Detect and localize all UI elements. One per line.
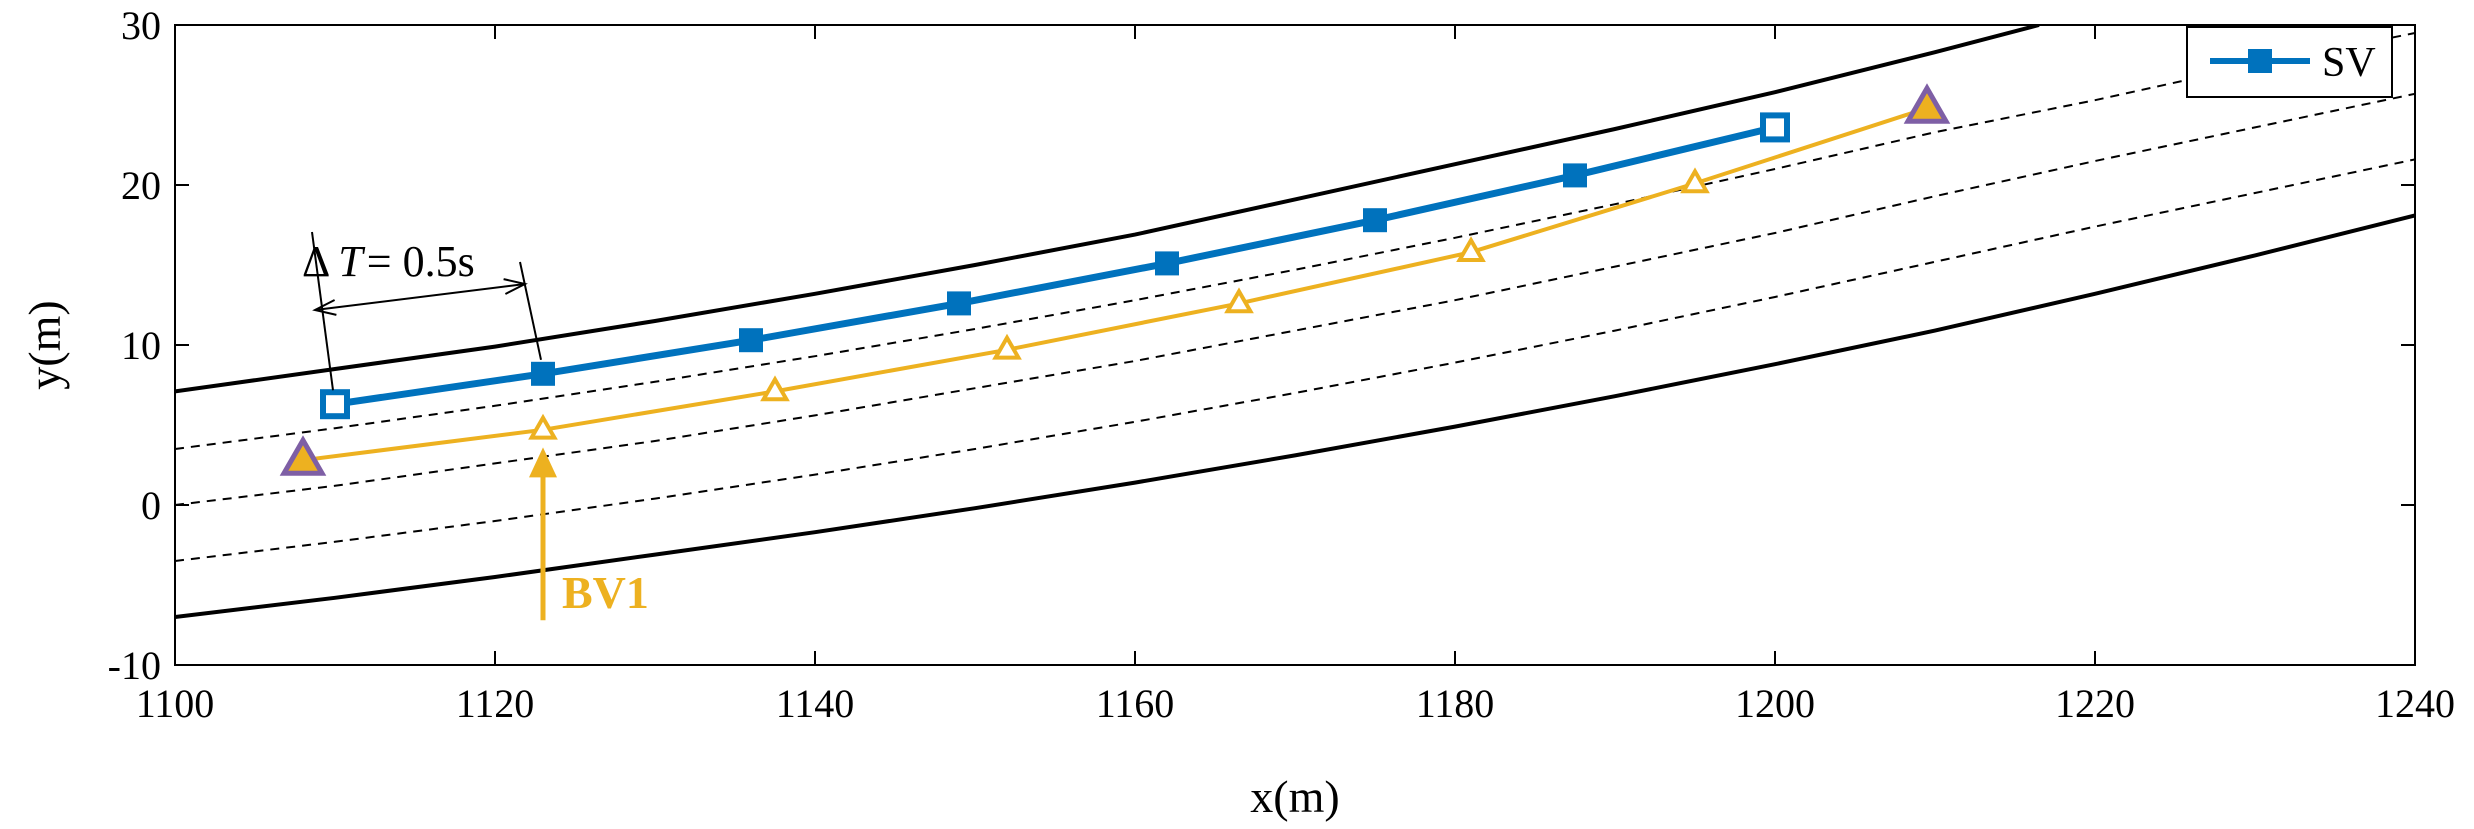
legend-sv-marker: [2248, 49, 2272, 73]
delta-t-dimension-line: [314, 283, 526, 311]
annotations: ΔT= 0.5s BV1: [302, 231, 649, 621]
x-tick-label: 1120: [456, 681, 535, 726]
y-tick-label: 20: [121, 163, 161, 208]
sv-trajectory-line: [334, 123, 1776, 408]
sv-point: [1363, 208, 1387, 233]
y-tick-label: 30: [121, 3, 161, 48]
sv-point: [739, 328, 763, 353]
trajectory-series: [279, 83, 1951, 476]
x-axis-label: x(m): [1250, 771, 1339, 822]
road-lines: [175, 25, 2415, 619]
delta-t-extension-right: [519, 261, 542, 361]
lane-line-1: [175, 32, 2415, 450]
road-boundary-lower: [175, 213, 2415, 619]
legend-sv-label: SV: [2322, 40, 2376, 86]
delta-t-symbol: T: [338, 237, 366, 286]
bv1-label: BV1: [562, 567, 649, 618]
delta-t-label: ΔT= 0.5s: [302, 237, 475, 286]
y-tick-label: 10: [121, 323, 161, 368]
bv1-point: [528, 413, 558, 440]
bv1-point: [1456, 236, 1486, 262]
x-tick-label: 1240: [2375, 681, 2455, 726]
sv-point: [1155, 251, 1179, 276]
bv1-point: [760, 375, 790, 402]
bv1-point: [1224, 287, 1254, 314]
x-tick-label: 1200: [1735, 681, 1815, 726]
sv-point: [947, 291, 971, 316]
x-tick-label: 1160: [1096, 681, 1175, 726]
delta-t-value: = 0.5s: [367, 237, 475, 286]
delta-t-arrowhead-right: [503, 278, 528, 295]
sv-endpoint-marker: [1760, 112, 1790, 143]
x-tick-label: 1220: [2055, 681, 2135, 726]
sv-endpoint-marker: [320, 389, 350, 420]
bv1-trajectory-line: [302, 106, 1928, 463]
sv-point: [531, 361, 555, 386]
x-tick-label: 1100: [136, 681, 215, 726]
lane-line-2: [175, 92, 2415, 506]
bv1-point: [992, 333, 1022, 360]
lane-line-3: [175, 158, 2415, 562]
x-tick-label: 1180: [1416, 681, 1495, 726]
bv1-endpoint-marker: [1903, 83, 1951, 124]
bv1-point: [1680, 167, 1710, 194]
legend: SV: [2186, 26, 2393, 98]
bv1-arrow-head: [529, 447, 557, 478]
delta-t-arrowhead-left: [312, 299, 337, 316]
sv-point: [1563, 163, 1587, 188]
road-boundary-upper: [175, 25, 2040, 394]
bv1-endpoint-marker: [279, 435, 327, 476]
axes: 1100 1120 1140 1160 1180 1200 1220 1240 -10 0 10 20…: [108, 3, 2455, 726]
y-tick-label: -10: [108, 643, 161, 688]
y-tick-label: 0: [141, 483, 161, 528]
x-tick-label: 1140: [776, 681, 855, 726]
y-axis-label: y(m): [19, 300, 70, 389]
